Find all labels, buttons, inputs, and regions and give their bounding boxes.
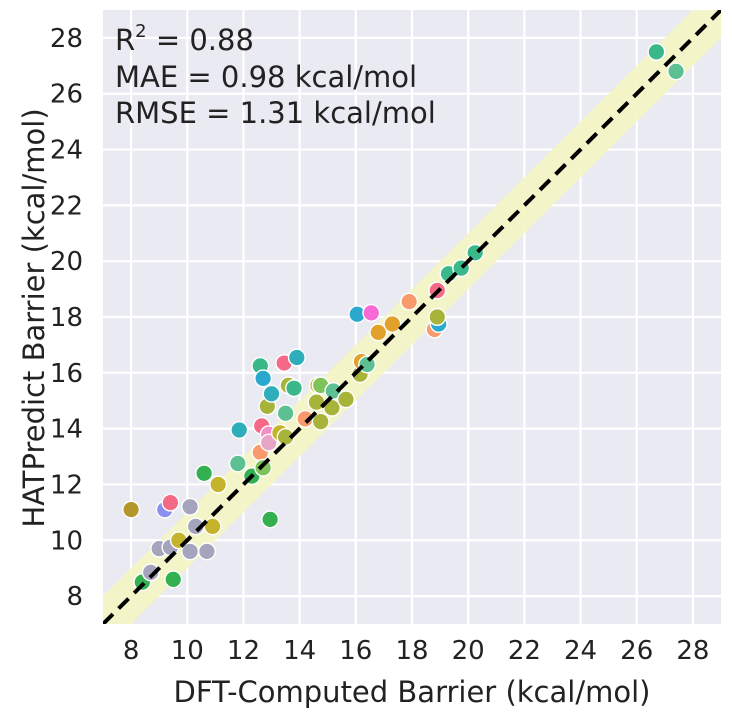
x-tick-label: 12	[227, 636, 260, 666]
y-tick-label: 26	[50, 80, 83, 110]
data-point	[261, 510, 280, 529]
data-point	[161, 493, 180, 512]
y-tick-label: 16	[50, 359, 83, 389]
data-points	[122, 42, 686, 592]
data-point	[203, 517, 222, 536]
data-point	[311, 412, 330, 431]
x-tick-label: 14	[283, 636, 316, 666]
data-point	[307, 393, 326, 412]
data-point	[336, 390, 355, 409]
data-point	[285, 379, 304, 398]
x-tick-label: 22	[508, 636, 541, 666]
data-point	[230, 421, 249, 440]
data-point	[181, 497, 200, 516]
data-point	[262, 384, 281, 403]
rmse-annotation: RMSE = 1.31 kcal/mol	[115, 96, 436, 130]
parity-line	[103, 10, 721, 624]
x-tick-label: 28	[676, 636, 709, 666]
y-tick-label: 12	[50, 470, 83, 500]
x-tick-label: 20	[452, 636, 485, 666]
y-tick-labels: 8 10 12 14 16 18 20 22 24 26 28	[50, 24, 83, 612]
data-point	[209, 475, 228, 494]
data-point	[259, 433, 278, 452]
data-point	[141, 563, 160, 582]
y-tick-label: 18	[50, 303, 83, 333]
x-tick-labels: 8 10 12 14 16 18 20 22 24 26 28	[123, 636, 710, 666]
data-point	[287, 348, 306, 367]
x-axis-title: DFT-Computed Barrier (kcal/mol)	[174, 675, 651, 709]
y-tick-label: 22	[50, 191, 83, 221]
y-tick-label: 10	[50, 526, 83, 556]
data-point	[276, 404, 295, 423]
y-axis-title: HATPredict Barrier (kcal/mol)	[17, 108, 51, 527]
x-tick-label: 18	[395, 636, 428, 666]
r2-annotation: R2 = 0.88	[115, 21, 254, 57]
x-tick-label: 24	[564, 636, 597, 666]
x-tick-label: 26	[620, 636, 653, 666]
data-point	[254, 369, 273, 388]
data-point	[369, 323, 388, 342]
data-point	[667, 62, 686, 81]
y-tick-label: 20	[50, 247, 83, 277]
x-tick-label: 16	[339, 636, 372, 666]
data-point	[362, 303, 381, 322]
data-point	[400, 292, 419, 311]
y-tick-label: 24	[50, 136, 83, 166]
data-point	[197, 542, 216, 561]
data-point	[164, 570, 183, 589]
data-point	[647, 42, 666, 61]
grid-lines	[103, 10, 721, 624]
data-point	[122, 500, 141, 519]
x-tick-label: 8	[123, 636, 140, 666]
mae-annotation: MAE = 0.98 kcal/mol	[115, 60, 417, 94]
y-tick-label: 14	[50, 415, 83, 445]
data-point	[428, 308, 447, 327]
y-tick-label: 8	[66, 582, 83, 612]
x-tick-label: 10	[171, 636, 204, 666]
data-point	[324, 381, 343, 400]
y-tick-label: 28	[50, 24, 83, 54]
data-point	[228, 454, 247, 473]
data-point	[383, 314, 402, 333]
data-point	[195, 464, 214, 483]
